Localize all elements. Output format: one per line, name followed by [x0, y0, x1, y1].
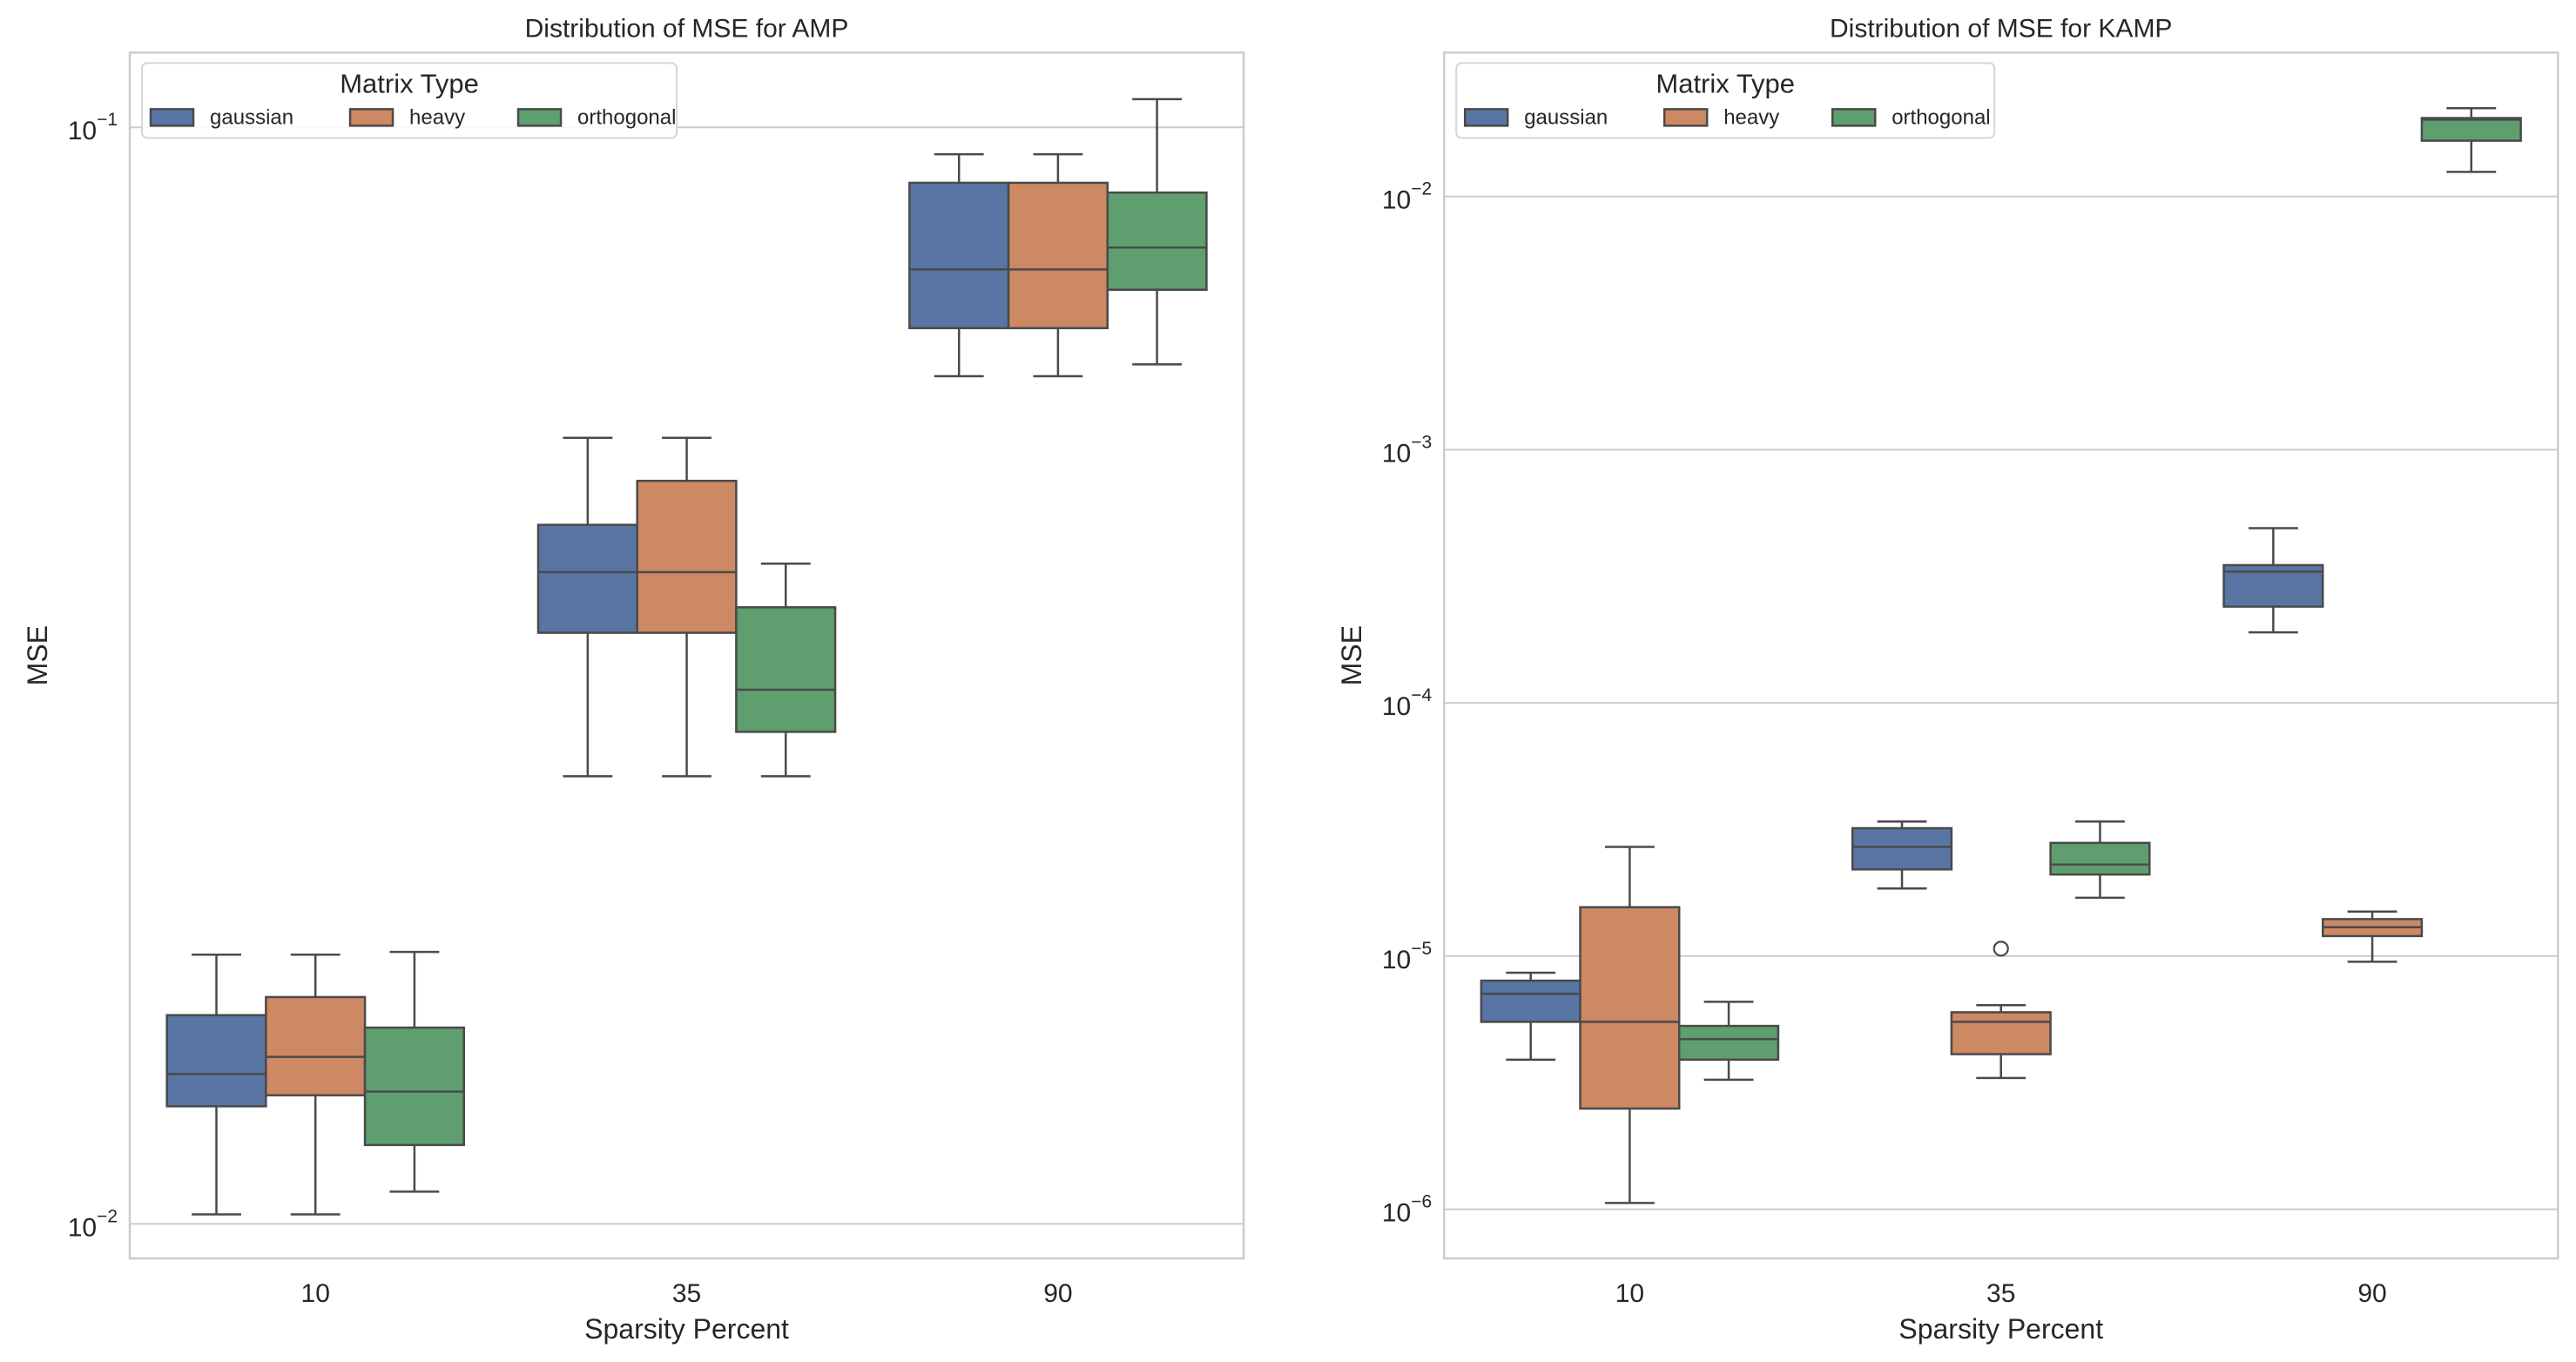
legend-swatch-orthogonal: [516, 108, 563, 127]
box-iqr: [1480, 979, 1581, 1023]
box-iqr: [536, 523, 638, 634]
legend-swatch-gaussian: [149, 108, 195, 127]
legend-swatch-heavy: [348, 108, 394, 127]
box-iqr: [1106, 191, 1208, 291]
box-iqr: [636, 479, 738, 634]
y-axis-label: MSE: [1336, 625, 1367, 685]
chart-title: Distribution of MSE for AMP: [525, 14, 849, 43]
x-tick-label: 90: [2357, 1279, 2386, 1308]
legend-label-heavy: heavy: [409, 105, 465, 129]
box-orthogonal-90: [1106, 98, 1208, 366]
legend-swatch-heavy: [1662, 108, 1709, 127]
box-gaussian-10: [165, 953, 267, 1216]
box-heavy-90: [2321, 910, 2424, 963]
x-tick-label: 10: [301, 1279, 330, 1308]
kamp-chart: 10−2 10−3 10−4 10−5 10−6 Distribution of MSE …: [1336, 14, 2559, 1345]
box-gaussian-35: [1851, 820, 1953, 890]
box-gaussian-90: [908, 152, 1010, 378]
chart-title: Distribution of MSE for KAMP: [1830, 14, 2172, 43]
box-iqr: [165, 1014, 267, 1108]
y-tick-label: 10−6: [1382, 1192, 1432, 1228]
amp-chart: 10−1 10−2 Distribution of MSE for AMP Spars…: [22, 14, 1245, 1345]
legend-label-gaussian: gaussian: [1524, 105, 1608, 129]
box-heavy-10: [265, 953, 367, 1216]
box-heavy-90: [1007, 152, 1109, 378]
legend-swatch-orthogonal: [1831, 108, 1877, 127]
y-tick-label: 10−2: [1382, 179, 1432, 215]
box-gaussian-35: [536, 436, 638, 778]
box-gaussian-90: [2222, 527, 2324, 634]
y-tick-label: 10−3: [1382, 432, 1432, 468]
box-heavy-35: [636, 436, 738, 778]
y-axis-label: MSE: [22, 625, 53, 685]
box-heavy-35: [1950, 941, 2052, 1080]
box-iqr: [735, 606, 837, 733]
box-iqr: [2420, 117, 2522, 142]
plot-frame: [1442, 51, 2559, 1260]
box-orthogonal-10: [1677, 1001, 1780, 1082]
box-iqr: [908, 181, 1010, 330]
x-tick-label: 35: [1986, 1279, 2015, 1308]
box-heavy-10: [1579, 846, 1681, 1204]
box-orthogonal-35: [735, 563, 837, 778]
legend-label-orthogonal: orthogonal: [1892, 105, 1990, 129]
box-iqr: [1579, 906, 1681, 1110]
box-iqr: [1851, 826, 1953, 871]
x-tick-label: 90: [1043, 1279, 1072, 1308]
box-iqr: [1677, 1024, 1780, 1062]
x-tick-label: 35: [672, 1279, 701, 1308]
box-iqr: [1007, 181, 1109, 330]
x-axis-label: Sparsity Percent: [584, 1313, 789, 1345]
box-iqr: [2049, 841, 2151, 876]
box-gaussian-10: [1480, 971, 1581, 1062]
legend-title: Matrix Type: [340, 68, 479, 98]
y-tick-label: 10−1: [68, 110, 118, 145]
box-orthogonal-10: [363, 950, 465, 1193]
plot-frame: [128, 51, 1245, 1260]
legend: Matrix Type gaussian heavy orthogonal: [1455, 62, 1996, 139]
x-axis-label: Sparsity Percent: [1898, 1313, 2103, 1345]
legend-swatch-gaussian: [1463, 108, 1509, 127]
box-orthogonal-35: [2049, 820, 2151, 900]
legend-label-gaussian: gaussian: [210, 105, 293, 129]
box-orthogonal-90: [2420, 107, 2522, 173]
box-iqr: [265, 995, 367, 1096]
legend-title: Matrix Type: [1656, 68, 1795, 98]
legend: Matrix Type gaussian heavy orthogonal: [141, 62, 678, 139]
y-tick-label: 10−2: [68, 1206, 118, 1242]
y-tick-label: 10−5: [1382, 939, 1432, 974]
y-tick-label: 10−4: [1382, 685, 1433, 721]
legend-label-orthogonal: orthogonal: [577, 105, 676, 129]
box-iqr: [363, 1026, 465, 1147]
legend-label-heavy: heavy: [1723, 105, 1779, 129]
outlier-point: [1993, 941, 2009, 957]
x-tick-label: 10: [1615, 1279, 1644, 1308]
box-iqr: [1950, 1011, 2052, 1055]
